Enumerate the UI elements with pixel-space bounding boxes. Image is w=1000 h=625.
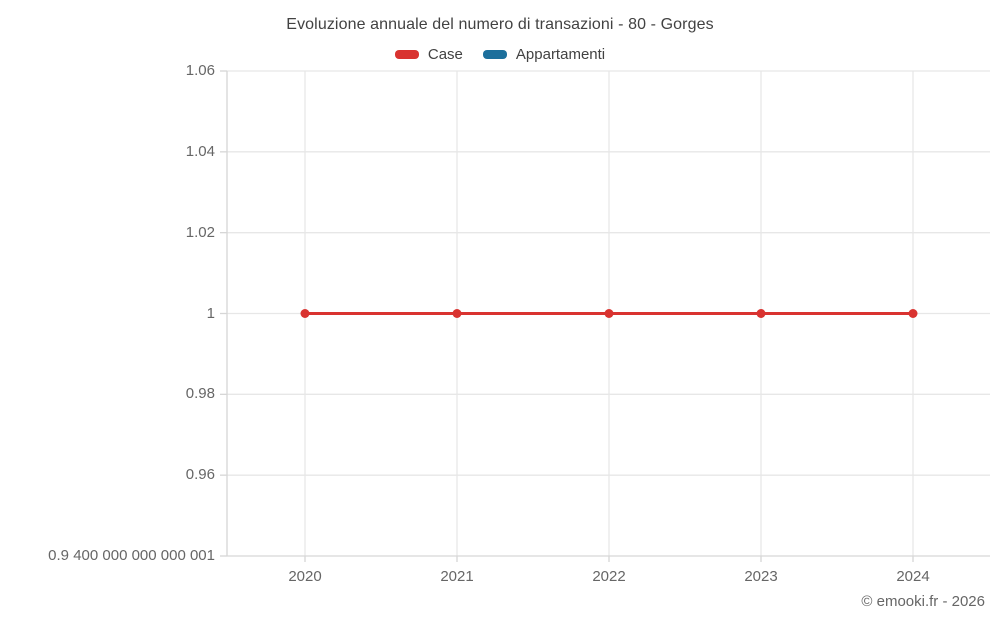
data-point-case-2020: [300, 309, 310, 318]
x-axis-tick-label: 2022: [592, 568, 626, 585]
legend-label: Case: [427, 46, 463, 63]
chart-title: Evoluzione annuale del numero di transaz…: [286, 16, 714, 33]
x-axis-tick-label: 2020: [288, 568, 322, 585]
y-axis-tick-label: 1: [206, 304, 215, 322]
y-axis-tick-label: 0.9 400 000 000 000 001: [48, 547, 215, 564]
y-axis-tick-label: 1.04: [185, 142, 215, 160]
y-axis-tick-label: 1.02: [185, 223, 215, 241]
legend: Case Appartamenti: [0, 46, 1000, 63]
legend-item-case[interactable]: Case: [394, 46, 463, 63]
x-axis-tick-label: 2024: [896, 568, 930, 585]
legend-swatch-appartamenti-icon: [482, 50, 507, 59]
y-axis-tick-label: 0.96: [185, 466, 215, 484]
x-axis-tick-label: 2023: [744, 568, 778, 585]
y-axis-tick-label: 0.98: [185, 385, 215, 403]
attribution: © emooki.fr - 2026: [861, 593, 985, 610]
y-axis-tick-label: 1.06: [185, 62, 215, 79]
data-point-case-2024: [908, 309, 918, 318]
legend-item-appartamenti[interactable]: Appartamenti: [482, 46, 606, 63]
data-point-case-2022: [604, 309, 614, 318]
data-point-case-2021: [452, 309, 462, 318]
legend-label: Appartamenti: [515, 46, 606, 63]
legend-swatch-case-icon: [394, 50, 419, 59]
x-axis-tick-label: 2021: [440, 568, 474, 585]
data-point-case-2023: [756, 309, 766, 318]
